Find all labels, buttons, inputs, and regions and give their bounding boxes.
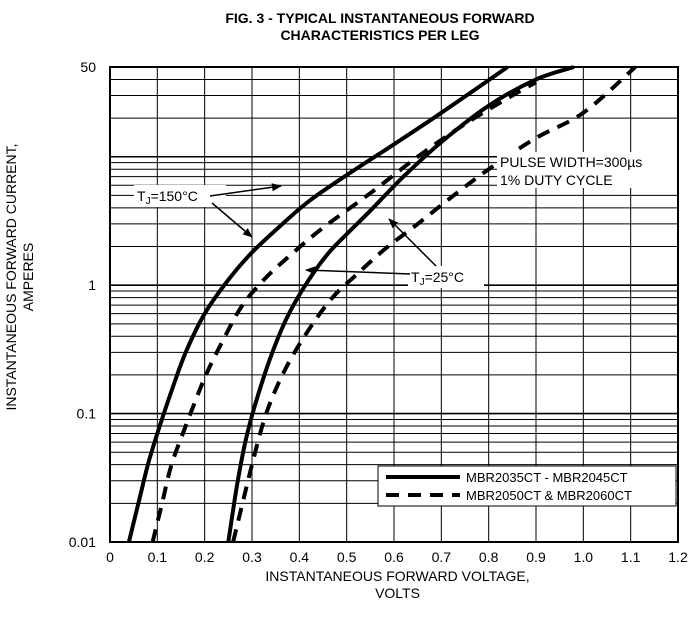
legend-label-dashed: MBR2050CT & MBR2060CT <box>466 488 632 503</box>
x-tick-label: 0.5 <box>337 549 357 565</box>
y-tick-label: 1 <box>88 277 96 293</box>
tj150-background <box>134 185 226 207</box>
x-tick-label: 1.0 <box>574 549 594 565</box>
series-curve-solid-2 <box>226 65 575 543</box>
x-axis-label-line-2: VOLTS <box>375 585 420 601</box>
series-curve-dashed-3 <box>231 65 637 543</box>
x-tick-label: 0 <box>106 549 114 565</box>
tj25-arrow-left <box>305 266 411 275</box>
y-tick-label: 0.01 <box>69 534 96 550</box>
y-tick-label: 0.1 <box>77 406 97 422</box>
chart-legend: MBR2035CT - MBR2045CT MBR2050CT & MBR2060… <box>377 465 677 507</box>
x-axis-label: INSTANTANEOUS FORWARD VOLTAGE, VOLTS <box>200 568 595 602</box>
y-tick-label: 50 <box>80 59 96 75</box>
legend-label-solid: MBR2035CT - MBR2045CT <box>466 470 628 485</box>
tj-25-label: TJ=25°C <box>411 269 464 288</box>
plot-grid <box>109 66 679 543</box>
tj-150-label: TJ=150°C <box>137 188 198 207</box>
chart-title: FIG. 3 - TYPICAL INSTANTANEOUS FORWARD C… <box>160 10 600 44</box>
x-tick-label: 0.2 <box>195 549 215 565</box>
chart-title-line-2: CHARACTERISTICS PER LEG <box>280 27 480 43</box>
chart-title-line-1: FIG. 3 - TYPICAL INSTANTANEOUS FORWARD <box>225 10 535 26</box>
tj25-background <box>408 266 484 288</box>
x-tick-label: 0.4 <box>290 549 310 565</box>
duty-cycle-label: 1% DUTY CYCLE <box>500 172 613 188</box>
series-curve-solid-0 <box>126 65 509 543</box>
pulse-note-background <box>497 152 677 188</box>
x-tick-label: 0.1 <box>148 549 168 565</box>
x-tick-label: 0.9 <box>526 549 546 565</box>
plot-frame <box>109 66 679 543</box>
plot-annotations: PULSE WIDTH=300µs 1% DUTY CYCLE TJ=150°C TJ… <box>134 152 677 288</box>
tj150-arrow-lower <box>211 202 253 238</box>
axis-ticks: 0 0.1 0.2 0.3 0.4 0.5 0.6 0.7 0.8 0.9 1.0 1.1 1.2 0.0… <box>69 59 688 565</box>
x-axis-label-line-1: INSTANTANEOUS FORWARD VOLTAGE, <box>265 568 530 584</box>
tj25-arrow-up <box>388 218 437 267</box>
x-tick-label: 0.7 <box>432 549 452 565</box>
x-tick-label: 0.6 <box>384 549 404 565</box>
legend-box <box>377 465 677 507</box>
x-tick-label: 0.8 <box>479 549 499 565</box>
tj150-arrow-upper <box>209 183 282 197</box>
x-tick-label: 1.1 <box>621 549 641 565</box>
pulse-width-label: PULSE WIDTH=300µs <box>500 154 642 170</box>
series-curve-dashed-1 <box>150 80 537 543</box>
plot-curves <box>126 65 637 543</box>
x-tick-label: 1.2 <box>668 549 688 565</box>
x-tick-label: 0.3 <box>242 549 262 565</box>
